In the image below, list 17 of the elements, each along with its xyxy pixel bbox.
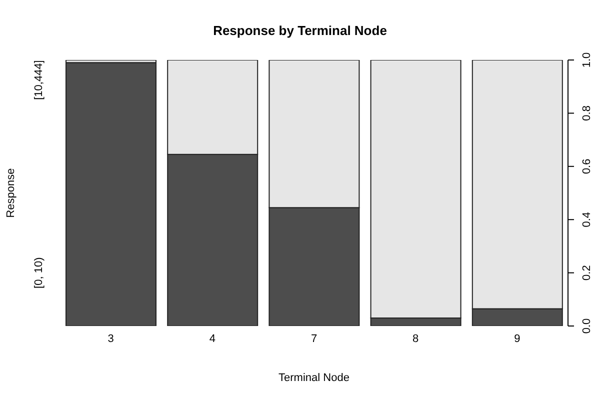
x-tick-label: 8: [412, 332, 419, 345]
y-tick-label: 0.6: [581, 158, 593, 174]
text: [0, 10): [33, 257, 45, 288]
x-tick-label: 9: [514, 332, 520, 345]
bar: [66, 62, 156, 326]
y-axis-title: Response: [5, 168, 17, 218]
x-axis-title: Terminal Node: [278, 372, 350, 384]
x-tick-label: 4: [209, 332, 216, 345]
y-tick-label: 0.4: [581, 212, 593, 228]
chart-title: Response by Terminal Node: [213, 23, 387, 38]
text: [10,444]: [33, 60, 45, 100]
x-tick-label: 3: [108, 332, 114, 345]
y-tick-label: 0.8: [581, 106, 593, 121]
y-tick-label: 0.0: [581, 318, 593, 334]
x-tick-label: 7: [310, 332, 318, 345]
y-tick-label: 0.2: [581, 265, 593, 280]
y-tick-label: 1.0: [581, 52, 593, 68]
